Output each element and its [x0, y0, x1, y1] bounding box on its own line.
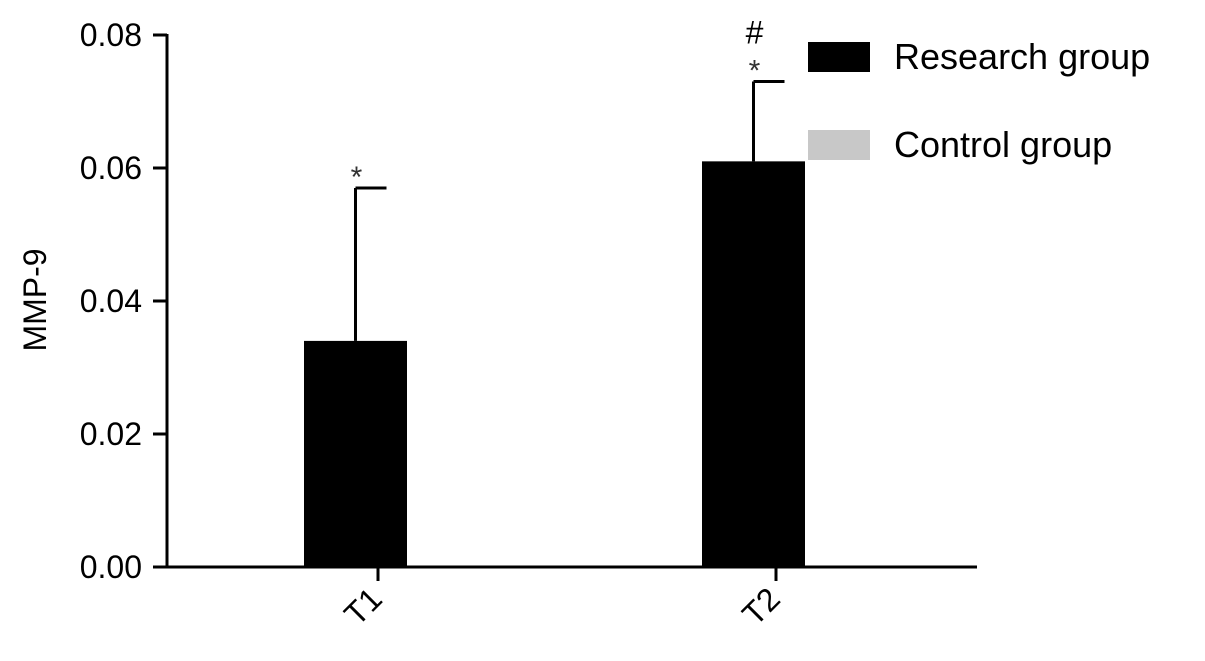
significance-star-t1: *	[351, 161, 363, 194]
y-tick-label: 0.04	[80, 283, 142, 319]
y-tick-label: 0.08	[80, 17, 142, 53]
y-tick-label: 0.06	[80, 150, 142, 186]
y-tick-label: 0.02	[80, 416, 142, 452]
legend-swatch-research-group	[808, 42, 870, 72]
legend-label-control-group: Control group	[894, 124, 1112, 165]
significance-hash-t2: #	[746, 15, 764, 51]
legend-swatch-control-group	[808, 130, 870, 160]
plot-area: * * #0.00 0.02 0.04 0.06 0.08 T1 T2	[80, 15, 977, 632]
x-category-label-t2: T2	[735, 580, 787, 632]
legend-label-research-group: Research group	[894, 36, 1150, 77]
significance-star-t2: *	[749, 55, 761, 88]
x-category-label-t1: T1	[337, 580, 389, 632]
y-axis-title: MMP-9	[17, 248, 53, 351]
bar-research-group-t1	[304, 340, 407, 567]
y-tick-label: 0.00	[80, 549, 142, 585]
bar-research-group-t2	[702, 161, 805, 567]
legend: Research group Control group	[808, 36, 1150, 165]
